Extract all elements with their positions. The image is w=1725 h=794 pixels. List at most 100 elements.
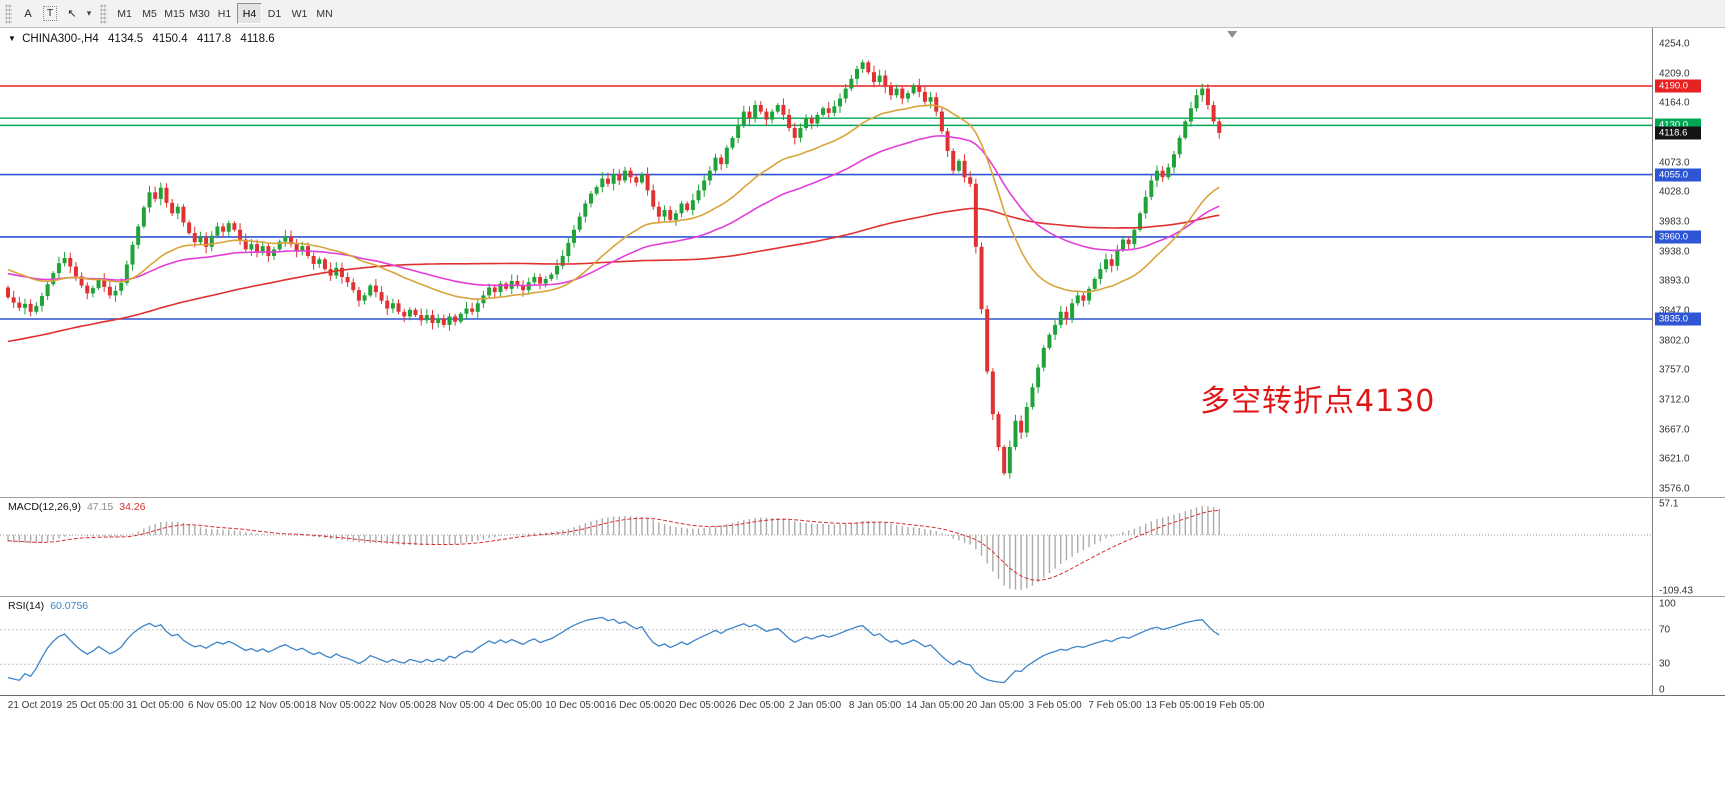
rsi-axis-label: 70: [1659, 624, 1671, 636]
chart-annotation-text: 多空转折点4130: [1200, 384, 1436, 419]
ma-slow-red-line: [7, 207, 1220, 343]
timeframe-button-mn[interactable]: MN: [316, 7, 333, 20]
time-axis-label: 4 Dec 05:00: [488, 700, 542, 711]
time-axis-label: 26 Dec 05:00: [725, 700, 785, 711]
time-axis-label: 2 Jan 05:00: [788, 700, 842, 711]
macd-signal-value: 34.26: [119, 501, 146, 513]
rsi-axis-label: 100: [1659, 598, 1676, 610]
text-label-tool-button[interactable]: A: [17, 3, 39, 25]
price-axis-label: 3621.0: [1659, 453, 1690, 465]
ohlc-open: 4134.5: [108, 33, 144, 45]
timeframe-button-d1[interactable]: D1: [267, 7, 282, 20]
price-tag-3960-0: 3960.0: [1655, 230, 1701, 244]
macd-name: MACD(12,26,9): [8, 501, 81, 513]
time-axis-label: 16 Dec 05:00: [605, 700, 665, 711]
toolbar-gripper[interactable]: [100, 3, 107, 24]
price-axis-label: 4073.0: [1659, 157, 1690, 169]
time-axis-label: 10 Dec 05:00: [545, 700, 605, 711]
rsi-axis-label: 0: [1659, 684, 1665, 696]
ohlc-close: 4118.6: [240, 33, 275, 45]
time-axis-label: 13 Feb 05:00: [1145, 700, 1205, 711]
macd-axis-min: -109.43: [1659, 585, 1693, 597]
time-axis-label: 19 Feb 05:00: [1205, 700, 1265, 711]
price-axis-label: 4028.0: [1659, 186, 1690, 198]
time-axis-label: 6 Nov 05:00: [188, 700, 242, 711]
price-axis-label: 3802.0: [1659, 335, 1690, 347]
price-tag-3835-0: 3835.0: [1655, 312, 1701, 326]
time-axis-label: 20 Dec 05:00: [665, 700, 725, 711]
time-axis-label: 14 Jan 05:00: [906, 700, 964, 711]
price-axis-label: 3893.0: [1659, 275, 1690, 287]
time-axis-label: 22 Nov 05:00: [365, 700, 425, 711]
price-axis-label: 3576.0: [1659, 483, 1690, 495]
rsi-name: RSI(14): [8, 600, 45, 612]
ma-fast-orange-line: [7, 104, 1220, 301]
drawing-tools-group: A T ↖ ▾: [17, 3, 95, 25]
time-axis-label: 21 Oct 2019: [7, 700, 63, 711]
timeframe-button-w1[interactable]: W1: [291, 7, 308, 20]
text-box-tool-icon: T: [42, 6, 58, 21]
price-axis-label: 4119.0: [1659, 127, 1689, 139]
price-axis-label: 4254.0: [1659, 38, 1690, 50]
time-axis-label: 28 Nov 05:00: [425, 700, 485, 711]
chart-overlay: 4254.0 4209.0 4164.0 4119.0 4073.0 4028.0 3983…: [0, 28, 1725, 794]
rsi-line: [7, 616, 1220, 684]
price-axis-label: 3938.0: [1659, 246, 1690, 258]
price-tag-4190-0: 4190.0: [1655, 79, 1701, 93]
chart-canvas: [0, 28, 1725, 696]
macd-axis-max: 57.1: [1659, 498, 1679, 510]
price-axis-label: 4164.0: [1659, 97, 1690, 109]
timeframe-button-m15[interactable]: M15: [164, 7, 185, 20]
macd-main-value: 47.15: [86, 501, 114, 513]
ohlc-high: 4150.4: [152, 33, 188, 45]
chart-area[interactable]: 4254.0 4209.0 4164.0 4119.0 4073.0 4028.0 3983…: [0, 28, 1725, 794]
time-axis-label: 25 Oct 05:00: [66, 700, 124, 711]
time-axis-label: 3 Feb 05:00: [1028, 700, 1082, 711]
time-axis-label: 20 Jan 05:00: [966, 700, 1024, 711]
moving-averages-group: [7, 104, 1220, 343]
price-tag-4055-0: 4055.0: [1655, 168, 1701, 182]
rsi-axis-label: 30: [1659, 658, 1671, 670]
timeframe-button-m5[interactable]: M5: [142, 7, 157, 20]
tools-dropdown-button[interactable]: ▾: [83, 3, 95, 25]
time-axis-label: 18 Nov 05:00: [305, 700, 365, 711]
rsi-value: 60.0756: [50, 600, 89, 612]
price-axis-label: 3983.0: [1659, 216, 1690, 228]
timeframe-button-h4[interactable]: H4: [237, 3, 262, 24]
tools-dropdown-icon: ▾: [86, 8, 92, 18]
macd-signal-line: [7, 509, 1220, 581]
price-axis-label: 3757.0: [1659, 364, 1690, 376]
cursor-tool-icon: ↖: [67, 8, 77, 20]
chart-dropdown-icon[interactable]: ▼: [8, 34, 16, 43]
macd-histogram-group: [7, 506, 1220, 590]
price-axis-label: 4209.0: [1659, 68, 1690, 80]
time-axis-label: 31 Oct 05:00: [126, 700, 184, 711]
macd-indicator-label: MACD(12,26,9) 47.15 34.26: [8, 501, 146, 513]
timeframe-button-m30[interactable]: M30: [189, 7, 210, 20]
ohlc-low: 4117.8: [196, 33, 232, 45]
toolbar-gripper[interactable]: [5, 3, 12, 24]
cursor-tool-button[interactable]: ↖: [61, 3, 83, 25]
time-axis-label: 8 Jan 05:00: [848, 700, 902, 711]
candles-group: [6, 59, 1222, 479]
rsi-indicator-label: RSI(14) 60.0756: [8, 600, 88, 612]
price-axis-label: 3847.0: [1659, 305, 1690, 317]
toolbar: A T ↖ ▾ M1 M5 M15 M30 H1 H4 D1 W1 MN: [0, 0, 1725, 28]
text-label-tool-icon: A: [24, 7, 32, 20]
timeframe-toolbar: M1 M5 M15 M30 H1 H4 D1 W1 MN: [112, 3, 337, 24]
timeframe-button-m1[interactable]: M1: [117, 7, 132, 20]
ma-mid-magenta-line: [7, 134, 1220, 287]
time-axis-label: 7 Feb 05:00: [1088, 700, 1142, 711]
chart-title: ▼ CHINA300-,H4 4134.5 4150.4 4117.8 4118…: [8, 33, 275, 45]
price-axis-label: 3667.0: [1659, 424, 1690, 436]
timeframe-button-h1[interactable]: H1: [217, 7, 232, 20]
price-axis-label: 3712.0: [1659, 394, 1690, 406]
price-tag-4130-0: 4130.0: [1655, 118, 1701, 132]
time-axis-label: 12 Nov 05:00: [245, 700, 305, 711]
text-box-tool-button[interactable]: T: [39, 3, 61, 25]
horizontal-lines-group: [0, 85, 1652, 320]
price-tag-4118-6: 4118.6: [1655, 126, 1701, 140]
chart-shift-marker-icon: [1227, 31, 1238, 38]
chart-symbol-timeframe: CHINA300-,H4: [22, 33, 99, 45]
